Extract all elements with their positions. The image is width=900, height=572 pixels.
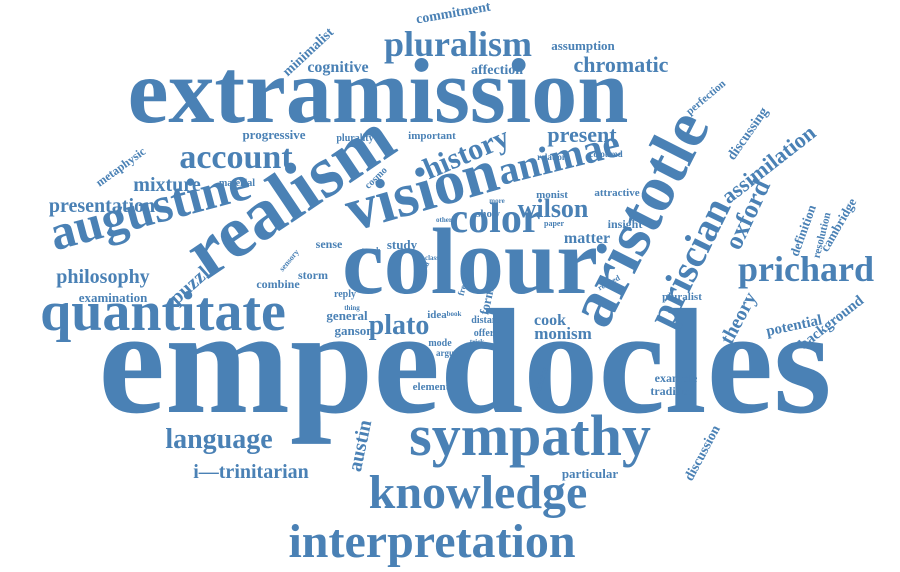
word-color: color xyxy=(450,196,541,242)
word-more: more xyxy=(489,197,504,205)
word-quantitate: quantitate xyxy=(40,281,286,343)
word-cognitive: cognitive xyxy=(307,59,368,76)
word-combine: combine xyxy=(256,277,300,291)
word-pluralist: pluralist xyxy=(662,291,702,303)
word-distant: distant xyxy=(471,315,501,326)
word-affection: affection xyxy=(471,63,523,78)
word-presentation: presentation xyxy=(49,195,155,217)
word-important: important xyxy=(408,130,456,142)
word-idea: idea xyxy=(427,309,447,321)
word-perfection: perfection xyxy=(684,78,728,118)
word-relation: relation xyxy=(537,152,567,162)
word-monist: monist xyxy=(536,189,568,201)
word-particular: particular xyxy=(562,466,619,481)
word-philosophy: philosophy xyxy=(56,266,149,288)
word-reply: reply xyxy=(334,289,356,300)
word-i-trinitarian: i—trinitarian xyxy=(193,461,309,483)
word-account: account xyxy=(179,139,293,176)
word-colour: colour xyxy=(342,210,598,314)
word-interpretation: interpretation xyxy=(288,515,575,568)
word-chromatic: chromatic xyxy=(574,52,669,77)
word-study: study xyxy=(387,237,418,252)
word-knowledge: knowledge xyxy=(369,466,588,519)
word-class: class xyxy=(425,254,439,262)
word-insight: insight xyxy=(608,217,643,231)
word-trick: trick xyxy=(470,338,484,346)
word-language: language xyxy=(165,424,272,455)
word-prichard: prichard xyxy=(738,249,874,289)
word-offer: offer xyxy=(474,328,495,339)
word-wilson: wilson xyxy=(518,194,589,223)
word-examination: examination xyxy=(79,290,148,305)
word-sense: sense xyxy=(316,237,343,251)
word-argue: argue xyxy=(436,348,458,358)
word-plato: plato xyxy=(369,310,430,341)
word-example: example xyxy=(655,371,698,385)
word-thing: thing xyxy=(344,304,360,312)
word-show: show xyxy=(476,208,500,220)
word-progressive: progressive xyxy=(242,127,305,142)
word-coloured: coloured xyxy=(589,149,622,159)
word-other: other xyxy=(436,216,452,224)
word-material: material xyxy=(219,178,255,189)
word-empedocles: empedocles xyxy=(98,279,831,445)
word-assumption: assumption xyxy=(551,38,615,53)
word-element: element xyxy=(413,381,450,393)
word-plurality: plurality xyxy=(336,133,373,144)
word-mixture: mixture xyxy=(133,174,201,196)
word-attractive: attractive xyxy=(594,187,639,199)
word-monism: monism xyxy=(534,324,592,343)
word-book: book xyxy=(447,310,462,318)
word-present: present xyxy=(547,122,617,147)
word-general: general xyxy=(326,308,368,323)
word-tradition: tradition xyxy=(650,384,696,398)
word-extramission: extramission xyxy=(128,40,629,142)
word-ganson: ganson xyxy=(334,323,374,338)
word-pluralism: pluralism xyxy=(384,24,532,64)
word-paper: paper xyxy=(544,219,564,228)
word-matter: matter xyxy=(564,230,610,247)
word-touch: touch xyxy=(361,246,381,255)
word-cook: cook xyxy=(534,312,566,329)
word-mode: mode xyxy=(428,338,452,349)
word-form: form xyxy=(476,286,496,316)
word-sympathy: sympathy xyxy=(409,403,651,468)
word-storm: storm xyxy=(298,268,328,282)
